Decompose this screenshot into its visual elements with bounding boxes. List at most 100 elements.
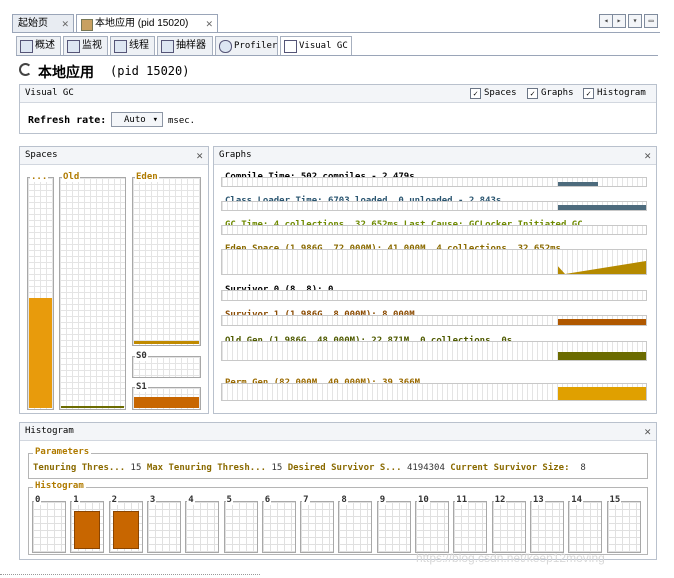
- app-title: 本地应用: [38, 64, 94, 80]
- histogram-bin-box: [261, 501, 296, 553]
- graph-plot: [221, 177, 647, 187]
- spaces-panel: Spaces ✕ ... Old Eden S0 S1: [19, 146, 209, 414]
- histogram-bin-label: 4: [187, 495, 195, 505]
- histogram-bin-box: [376, 501, 411, 553]
- histogram-bin-box: [108, 501, 143, 553]
- graph-plot: [221, 201, 647, 211]
- tab-label: 抽样器: [176, 40, 206, 51]
- histogram-bin: 11: [453, 495, 488, 553]
- tab-label: Profiler: [234, 41, 278, 51]
- scroll-right-icon[interactable]: ▸: [612, 14, 626, 28]
- graph-plot: [221, 383, 647, 401]
- tab-sampler[interactable]: 抽样器: [157, 36, 213, 55]
- histogram-checkbox[interactable]: ✓ Histogram: [583, 85, 646, 102]
- refresh-spinner-icon: [19, 63, 32, 76]
- dropdown-icon[interactable]: ▾: [628, 14, 642, 28]
- histogram-bin-box: [185, 501, 220, 553]
- graph-plot: [221, 249, 647, 275]
- perm-space-bar: [27, 177, 54, 410]
- panel-header: Spaces ✕: [20, 147, 208, 165]
- histogram-box: Histogram 0 1 2 3 4 5 6 7 8 9 10 11 12 13 14 15: [28, 481, 648, 555]
- eden-space-bar: [132, 177, 201, 346]
- histogram-bin-label: 2: [110, 495, 119, 505]
- refresh-rate-value: Auto: [124, 115, 146, 125]
- tab-threads[interactable]: 线程: [110, 36, 155, 55]
- coffee-cup-icon: [81, 19, 93, 31]
- histogram-bin-box: [606, 501, 641, 553]
- old-space-label: Old: [62, 172, 81, 182]
- histogram-bin-box: [146, 501, 181, 553]
- graph-row: Survivor 1 (1.986G, 8.000M): 8.000M: [219, 310, 649, 328]
- tab-label: Visual GC: [299, 41, 348, 51]
- tab-profiler[interactable]: Profiler: [215, 36, 278, 55]
- graph-series: [558, 387, 646, 400]
- histogram-bin-box: [223, 501, 258, 553]
- app-pid: (pid 15020): [110, 64, 190, 78]
- param-value: 4194304: [406, 463, 445, 473]
- histogram-bin-label: 3: [148, 495, 157, 505]
- checkbox-label: Spaces: [484, 88, 517, 98]
- graph-row: Compile Time: 502 compiles - 2.479s: [219, 172, 649, 189]
- histogram-bin: 6: [261, 495, 296, 553]
- survivor1-bar: [132, 387, 201, 410]
- histogram-bin-fill: [74, 511, 101, 549]
- histogram-bin-label: 1: [72, 495, 80, 505]
- histogram-bin-box: [300, 501, 335, 553]
- histogram-bin-label: 9: [378, 495, 387, 505]
- close-icon[interactable]: ✕: [644, 149, 651, 162]
- tab-label: 本地应用 (pid 15020): [95, 18, 189, 29]
- graph-row: Eden Space (1.986G, 72.000M): 41.000M, 4…: [219, 244, 649, 277]
- threads-icon: [114, 40, 127, 53]
- histogram-bin: 3: [146, 495, 181, 553]
- bottom-divider: [0, 574, 260, 576]
- panel-header: Visual GC ✓ Spaces ✓ Graphs ✓ Histogram: [20, 85, 656, 103]
- histogram-bin: 14: [568, 495, 603, 553]
- maximize-icon[interactable]: ▭: [644, 14, 658, 28]
- histogram-bin-label: 0: [34, 495, 42, 505]
- visualgc-icon: [284, 40, 297, 53]
- close-icon[interactable]: ✕: [196, 149, 203, 162]
- parameters-row: Tenuring Thres... 15 Max Tenuring Thresh…: [33, 463, 586, 473]
- overview-icon: [20, 40, 33, 53]
- panel-title: Histogram: [25, 426, 74, 436]
- close-icon[interactable]: ✕: [205, 19, 213, 29]
- tab-label: 监视: [82, 40, 102, 51]
- param-label: Current Survivor Size:: [450, 463, 570, 473]
- graph-row: Old Gen (1.986G, 48.000M): 22.871M, 0 co…: [219, 336, 649, 363]
- histogram-bin-box: [491, 501, 526, 553]
- param-value: 8: [580, 463, 586, 473]
- chevron-down-icon: ▾: [152, 115, 158, 125]
- param-label: Tenuring Thres...: [33, 463, 126, 473]
- histogram-bin-label: 15: [608, 495, 622, 505]
- histogram-bin: 13: [529, 495, 564, 553]
- visual-gc-panel: Visual GC ✓ Spaces ✓ Graphs ✓ Histogram Ref…: [19, 84, 657, 134]
- monitor-icon: [67, 40, 80, 53]
- histogram-panel: Histogram ✕ Parameters Tenuring Thres...…: [19, 422, 657, 560]
- document-tab-bar: 起始页 ✕ 本地应用 (pid 15020) ✕ ◂ ▸ ▾ ▭: [12, 10, 660, 33]
- survivor0-bar: [132, 356, 201, 378]
- tab-overview[interactable]: 概述: [16, 36, 61, 55]
- tab-start-page[interactable]: 起始页 ✕: [12, 14, 74, 32]
- scroll-left-icon[interactable]: ◂: [599, 14, 613, 28]
- tab-local-app[interactable]: 本地应用 (pid 15020) ✕: [76, 14, 218, 32]
- histogram-bin-label: 11: [455, 495, 469, 505]
- histogram-bin-label: 6: [263, 495, 272, 505]
- refresh-rate-select[interactable]: Auto ▾: [111, 112, 163, 127]
- histogram-bin-box: [70, 501, 105, 553]
- survivor0-label: S0: [135, 351, 148, 361]
- graphs-checkbox[interactable]: ✓ Graphs: [527, 85, 574, 102]
- histogram-bin: 15: [606, 495, 641, 553]
- param-value: 15: [271, 463, 283, 473]
- graph-series: [558, 182, 598, 186]
- close-icon[interactable]: ✕: [61, 19, 69, 29]
- histogram-bin-label: 5: [225, 495, 233, 505]
- refresh-rate-label: Refresh rate:: [28, 115, 107, 126]
- spaces-checkbox[interactable]: ✓ Spaces: [470, 85, 517, 102]
- histogram-bin-label: 13: [531, 495, 545, 505]
- close-icon[interactable]: ✕: [644, 425, 651, 438]
- parameters-label: Parameters: [33, 447, 92, 457]
- graph-plot: [221, 315, 647, 326]
- tab-visual-gc[interactable]: Visual GC: [280, 36, 352, 55]
- checkmark-icon: ✓: [470, 88, 481, 99]
- tab-monitor[interactable]: 监视: [63, 36, 108, 55]
